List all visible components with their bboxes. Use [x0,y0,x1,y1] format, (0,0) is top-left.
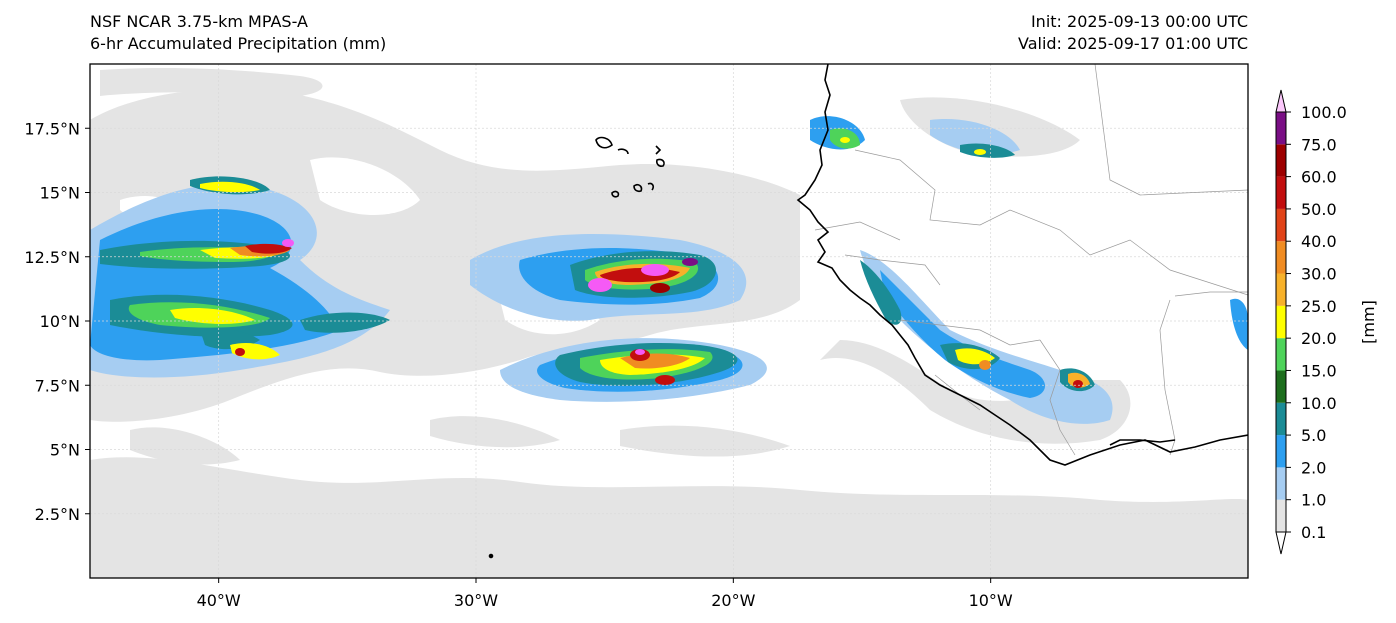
colorbar-swatch [1276,176,1286,209]
colorbar-tick-label: 40.0 [1301,232,1337,251]
colorbar-swatch [1276,499,1286,532]
colorbar-tick-label: 20.0 [1301,329,1337,348]
lon-tick-label: 10°W [969,591,1013,610]
init-time: Init: 2025-09-13 00:00 UTC [1030,12,1248,31]
valid-time: Valid: 2025-09-17 01:00 UTC [1017,34,1248,53]
colorbar-tick-label: 75.0 [1301,135,1337,154]
colorbar-under-arrow [1275,531,1287,555]
colorbar-tick-label: 0.1 [1301,523,1326,542]
colorbar-tick-label: 10.0 [1301,394,1337,413]
coastline [488,64,1248,559]
colorbar-swatch [1276,338,1286,371]
lon-tick-label: 40°W [197,591,241,610]
colorbar-over-arrow [1275,89,1287,113]
map-area [90,64,1248,578]
colorbar: 0.1 1.0 2.0 5.0 10.0 15.0 20.0 25.0 30.0 40.0 50.0… [1275,89,1347,555]
longitude-axis: 40°W 30°W 20°W 10°W [197,578,1013,610]
colorbar-tick-label: 60.0 [1301,168,1337,187]
colorbar-tick-label: 100.0 [1301,103,1347,122]
colorbar-tick-label: 30.0 [1301,265,1337,284]
colorbar-swatch [1276,402,1286,436]
colorbar-outline [1275,111,1287,533]
lon-tick-label: 30°W [454,591,498,610]
graticule [90,64,1248,578]
field-title: 6-hr Accumulated Precipitation (mm) [90,34,387,53]
lat-tick-label: 15°N [40,184,80,203]
colorbar-tick-label: 5.0 [1301,426,1326,445]
colorbar-swatch [1276,370,1286,403]
colorbar-swatch [1276,208,1286,242]
colorbar-tick-label: 2.0 [1301,458,1326,477]
country-borders [814,64,1248,456]
lat-tick-label: 5°N [50,441,80,460]
colorbar-swatch [1276,241,1286,274]
colorbar-swatch [1276,144,1286,177]
lat-tick-label: 17.5°N [24,119,80,138]
precip-intense-cells [100,128,1095,392]
colorbar-label: [mm] [1359,300,1378,344]
colorbar-tick-label: 1.0 [1301,491,1326,510]
lon-tick-label: 20°W [711,591,755,610]
colorbar-tick-label: 15.0 [1301,361,1337,380]
plot-header-left: NSF NCAR 3.75-km MPAS-A 6-hr Accumulated… [90,11,386,55]
colorbar-tick-label: 50.0 [1301,200,1337,219]
lat-tick-label: 7.5°N [35,376,80,395]
colorbar-swatch [1276,273,1286,306]
plot-header-right: Init: 2025-09-13 00:00 UTC Valid: 2025-0… [1018,11,1248,55]
model-title: NSF NCAR 3.75-km MPAS-A [90,12,308,31]
colorbar-swatch [1276,112,1286,145]
colorbar-swatch [1276,467,1286,500]
colorbar-swatch [1276,435,1286,468]
colorbar-swatch [1276,305,1286,339]
latitude-axis: 17.5°N 15°N 12.5°N 10°N 7.5°N 5°N 2.5°N [24,119,90,524]
lat-tick-label: 12.5°N [24,248,80,267]
colorbar-tick-label: 25.0 [1301,297,1337,316]
lat-tick-label: 10°N [40,312,80,331]
lat-tick-label: 2.5°N [35,505,80,524]
